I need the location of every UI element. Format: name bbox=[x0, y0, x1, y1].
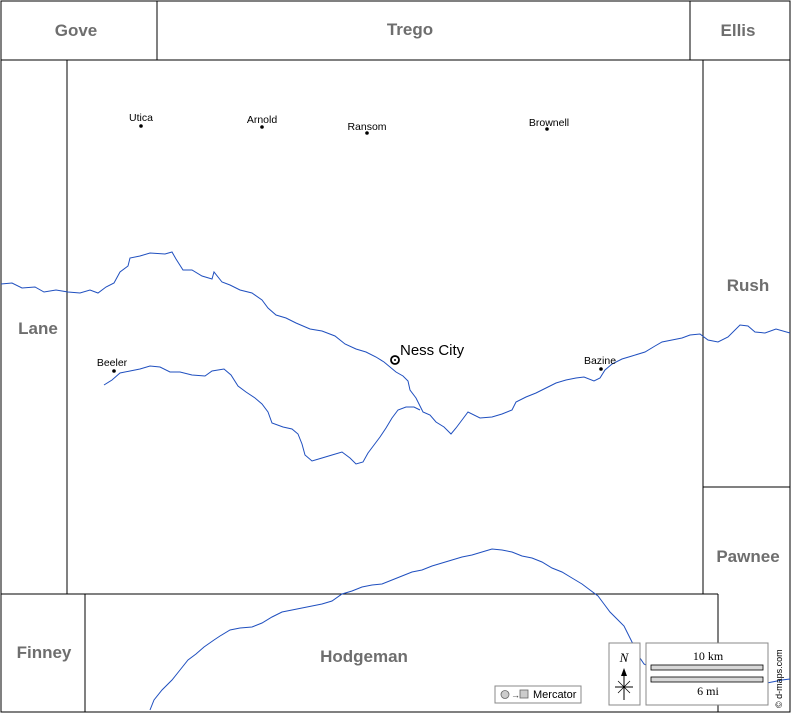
town-label-brownell: Brownell bbox=[529, 117, 569, 129]
county-label-trego: Trego bbox=[387, 20, 433, 39]
towns: Utica Arnold Ransom Brownell Beeler Bazi… bbox=[97, 112, 616, 373]
county-label-hodgeman: Hodgeman bbox=[320, 647, 408, 666]
county-label-gove: Gove bbox=[55, 21, 98, 40]
town-label-ransom: Ransom bbox=[347, 121, 386, 133]
north-label: N bbox=[619, 650, 630, 665]
credit-label: © d-maps.com bbox=[774, 649, 784, 708]
projection-label: Mercator bbox=[533, 689, 577, 701]
county-seat-label: Ness City bbox=[400, 342, 465, 359]
town-dot-arnold bbox=[260, 125, 264, 129]
county-label-finney: Finney bbox=[17, 643, 72, 662]
town-label-beeler: Beeler bbox=[97, 357, 128, 369]
county-label-lane: Lane bbox=[18, 319, 58, 338]
town-label-utica: Utica bbox=[129, 112, 153, 124]
scale-label-km: 10 km bbox=[693, 649, 724, 663]
town-dot-utica bbox=[139, 124, 143, 128]
town-label-bazine: Bazine bbox=[584, 355, 616, 367]
town-dot-bazine bbox=[599, 367, 603, 371]
town-dot-beeler bbox=[112, 369, 116, 373]
svg-text:→: → bbox=[511, 690, 520, 700]
north-arrow: N bbox=[608, 642, 641, 706]
county-label-ellis: Ellis bbox=[721, 21, 756, 40]
county-label-rush: Rush bbox=[727, 276, 770, 295]
town-dot-ransom bbox=[365, 131, 369, 135]
scale-label-mi: 6 mi bbox=[697, 684, 719, 698]
county-labels: Gove Trego Ellis Lane Rush Pawnee Finney… bbox=[17, 20, 780, 666]
south-fork-river bbox=[103, 365, 421, 465]
projection-box: → Mercator bbox=[494, 685, 582, 704]
walnut-creek-river bbox=[0, 251, 791, 435]
county-label-pawnee: Pawnee bbox=[716, 547, 779, 566]
county-seat: Ness City bbox=[390, 342, 465, 365]
town-label-arnold: Arnold bbox=[247, 114, 278, 126]
scale-bar: 10 km 6 mi bbox=[645, 642, 769, 706]
town-dot-brownell bbox=[545, 127, 549, 131]
